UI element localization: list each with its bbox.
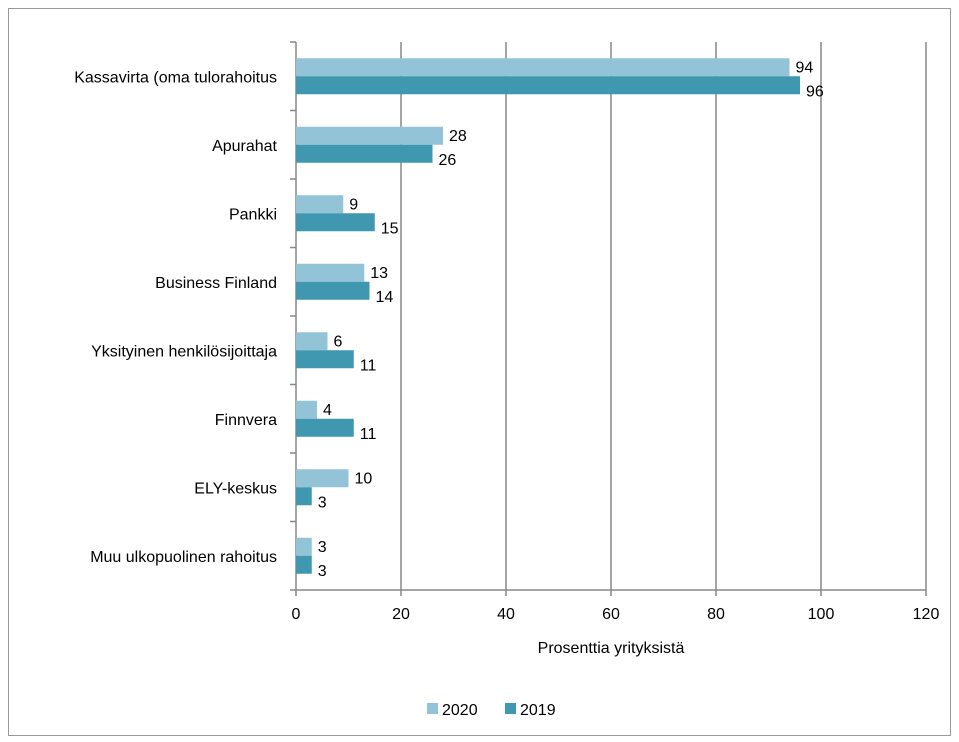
data-label: 15 (381, 220, 399, 237)
data-label: 11 (360, 426, 377, 443)
x-axis-title: Prosenttia yrityksistä (538, 640, 685, 657)
data-label: 3 (318, 494, 327, 511)
bar-2019 (296, 281, 370, 300)
data-label: 13 (370, 265, 388, 282)
data-label: 96 (806, 83, 824, 100)
bar-2020 (296, 58, 790, 77)
bar-2019 (296, 487, 312, 506)
bar-2019 (296, 76, 800, 95)
data-label: 6 (334, 333, 343, 350)
bar-2019 (296, 144, 433, 163)
data-label: 3 (318, 563, 327, 580)
x-tick-label: 20 (392, 606, 410, 623)
category-label: Muu ulkopuolinen rahoitus (90, 549, 277, 566)
chart-frame (8, 8, 951, 736)
data-label: 10 (355, 470, 373, 487)
category-label: Kassavirta (oma tulorahoitus (74, 69, 277, 86)
category-label: Yksityinen henkilösijoittaja (91, 343, 277, 360)
category-label: Finnvera (215, 412, 277, 429)
category-label: Pankki (229, 206, 277, 223)
data-label: 9 (349, 196, 358, 213)
x-tick-label: 0 (292, 606, 301, 623)
legend-label: 2020 (442, 702, 478, 719)
bar-2019 (296, 350, 354, 369)
bar-2019 (296, 555, 312, 574)
data-label: 3 (318, 539, 327, 556)
bar-2019 (296, 418, 354, 437)
category-label: Apurahat (212, 138, 277, 155)
x-tick-label: 120 (913, 606, 940, 623)
x-tick-label: 100 (808, 606, 835, 623)
bar-2020 (296, 263, 365, 282)
bar-2020 (296, 469, 349, 488)
legend-swatch (427, 703, 438, 714)
data-label: 14 (376, 289, 394, 306)
bar-2020 (296, 400, 317, 419)
bar-2020 (296, 126, 443, 145)
legend-swatch (505, 703, 516, 714)
x-tick-label: 60 (602, 606, 620, 623)
category-label: ELY-keskus (194, 480, 277, 497)
x-tick-label: 40 (497, 606, 515, 623)
data-label: 4 (323, 402, 332, 419)
x-tick-label: 80 (707, 606, 725, 623)
bar-2020 (296, 537, 312, 556)
data-label: 28 (449, 128, 467, 145)
bar-2020 (296, 332, 328, 351)
legend-label: 2019 (520, 702, 556, 719)
data-label: 94 (796, 59, 814, 76)
data-label: 26 (439, 152, 457, 169)
bar-2019 (296, 213, 375, 232)
bar-2020 (296, 195, 344, 214)
category-label: Business Finland (155, 275, 277, 292)
data-label: 11 (360, 357, 377, 374)
